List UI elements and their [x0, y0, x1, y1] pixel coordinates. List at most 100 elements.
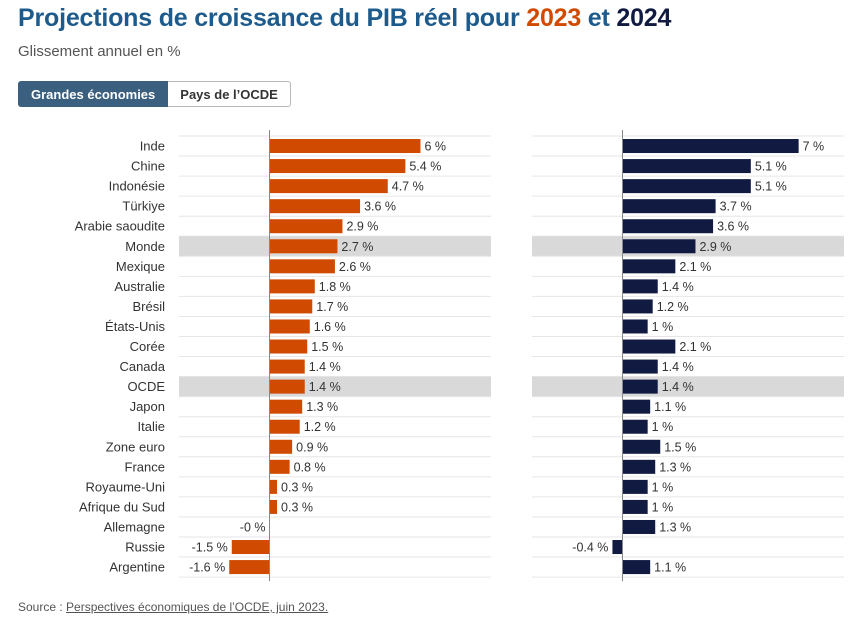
bar-2024-mexique — [622, 259, 676, 274]
data-label-2024-zone-euro: 1.5 % — [664, 440, 696, 454]
category-label-australie: Australie — [114, 279, 165, 294]
data-label-2023-ocde: 1.4 % — [309, 380, 341, 394]
data-label-2024-japon: 1.1 % — [654, 400, 686, 414]
data-label-2023-zone-euro: 0.9 % — [296, 440, 328, 454]
category-label-afrique-du-sud: Afrique du Sud — [79, 499, 165, 514]
bar-2024-arabie-saoudite — [622, 219, 714, 234]
bar-2023-russie — [231, 540, 270, 555]
data-label-2023-japon: 1.3 % — [306, 400, 338, 414]
data-label-2023-canada: 1.4 % — [309, 360, 341, 374]
data-label-2023-etats-unis: 1.6 % — [314, 320, 346, 334]
category-label-chine: Chine — [131, 159, 165, 174]
source-prefix: Source : — [18, 600, 67, 614]
data-label-2024-bresil: 1.2 % — [657, 300, 689, 314]
category-label-ocde: OCDE — [127, 379, 165, 394]
data-label-2024-chine: 5.1 % — [755, 160, 787, 174]
data-label-2024-afrique-du-sud: 1 % — [652, 500, 674, 514]
chart-subtitle: Glissement annuel en % — [18, 43, 181, 60]
bar-2024-ocde — [622, 379, 658, 394]
bar-2023-inde — [269, 139, 421, 154]
bar-2024-turkiye — [622, 199, 716, 214]
data-label-2023-italie: 1.2 % — [304, 420, 336, 434]
data-label-2023-coree: 1.5 % — [311, 340, 343, 354]
bar-2023-afrique-du-sud — [269, 499, 278, 514]
bar-2024-canada — [622, 359, 658, 374]
category-label-indonesie: Indonésie — [109, 179, 165, 194]
source-link[interactable]: Perspectives économiques de l’OCDE, juin… — [66, 600, 329, 614]
bar-2024-afrique-du-sud — [622, 499, 648, 514]
data-label-2023-inde: 6 % — [424, 140, 446, 154]
title-year-2023: 2023 — [526, 4, 582, 32]
bar-2024-japon — [622, 399, 651, 414]
title-year-2024: 2024 — [616, 4, 672, 32]
data-label-2024-australie: 1.4 % — [662, 280, 694, 294]
bar-2024-argentine — [622, 560, 651, 575]
bar-2024-inde — [622, 139, 799, 154]
bar-2024-italie — [622, 419, 648, 434]
category-label-mexique: Mexique — [116, 259, 165, 274]
bar-2023-australie — [269, 279, 315, 294]
category-label-argentine: Argentine — [109, 560, 165, 575]
data-label-2024-mexique: 2.1 % — [679, 260, 711, 274]
bar-2024-australie — [622, 279, 658, 294]
data-label-2023-russie: -1.5 % — [192, 541, 228, 555]
data-label-2024-coree: 2.1 % — [679, 340, 711, 354]
bar-2024-etats-unis — [622, 319, 648, 334]
bar-2023-zone-euro — [269, 439, 293, 454]
bar-2024-bresil — [622, 299, 653, 314]
view-tabs: Grandes économies Pays de l’OCDE — [18, 81, 291, 107]
bar-2024-russie — [612, 540, 623, 555]
data-label-2023-afrique-du-sud: 0.3 % — [281, 500, 313, 514]
bar-2023-mexique — [269, 259, 335, 274]
category-label-inde: Inde — [140, 139, 165, 154]
data-label-2023-bresil: 1.7 % — [316, 300, 348, 314]
data-label-2023-turkiye: 3.6 % — [364, 200, 396, 214]
data-label-2024-argentine: 1.1 % — [654, 561, 686, 575]
category-label-canada: Canada — [119, 359, 165, 374]
data-label-2024-arabie-saoudite: 3.6 % — [717, 220, 749, 234]
category-label-france: France — [125, 459, 165, 474]
data-label-2024-italie: 1 % — [652, 420, 674, 434]
data-label-2024-allemagne: 1.3 % — [659, 520, 691, 534]
bar-2023-canada — [269, 359, 305, 374]
category-label-royaume-uni: Royaume-Uni — [86, 479, 166, 494]
bar-2023-france — [269, 459, 290, 474]
tab-pays-ocde[interactable]: Pays de l’OCDE — [168, 81, 291, 107]
title-connector: et — [581, 4, 617, 32]
bar-2023-etats-unis — [269, 319, 310, 334]
data-label-2024-etats-unis: 1 % — [652, 320, 674, 334]
bar-2024-france — [622, 459, 656, 474]
bar-2023-turkiye — [269, 199, 361, 214]
bar-2024-coree — [622, 339, 676, 354]
category-label-coree: Corée — [130, 339, 165, 354]
data-label-2023-arabie-saoudite: 2.9 % — [346, 220, 378, 234]
data-label-2023-france: 0.8 % — [294, 460, 326, 474]
data-label-2023-allemagne: -0 % — [240, 520, 266, 534]
category-label-etats-unis: États-Unis — [105, 319, 165, 334]
data-label-2023-indonesie: 4.7 % — [392, 180, 424, 194]
highlight-row-ocde-2023 — [179, 376, 491, 397]
bar-2024-allemagne — [622, 519, 656, 534]
bar-2023-chine — [269, 159, 406, 174]
bar-2023-bresil — [269, 299, 313, 314]
tab-grandes-economies[interactable]: Grandes économies — [18, 81, 169, 107]
data-label-2023-australie: 1.8 % — [319, 280, 351, 294]
bar-2023-italie — [269, 419, 300, 434]
data-label-2024-monde: 2.9 % — [699, 240, 731, 254]
bar-2023-royaume-uni — [269, 479, 278, 494]
bar-2024-chine — [622, 159, 751, 174]
category-label-arabie-saoudite: Arabie saoudite — [75, 219, 165, 234]
data-label-2024-indonesie: 5.1 % — [755, 180, 787, 194]
title-text: Projections de croissance du PIB réel po… — [18, 4, 527, 32]
data-label-2024-turkiye: 3.7 % — [720, 200, 752, 214]
data-label-2023-chine: 5.4 % — [409, 160, 441, 174]
data-label-2024-france: 1.3 % — [659, 460, 691, 474]
category-label-zone-euro: Zone euro — [106, 439, 165, 454]
category-label-russie: Russie — [125, 540, 165, 555]
bar-2024-indonesie — [622, 179, 751, 194]
chart-title: Projections de croissance du PIB réel po… — [18, 4, 671, 33]
category-label-japon: Japon — [130, 399, 165, 414]
data-label-2024-inde: 7 % — [803, 140, 825, 154]
category-label-monde: Monde — [125, 239, 165, 254]
bar-2024-royaume-uni — [622, 479, 648, 494]
